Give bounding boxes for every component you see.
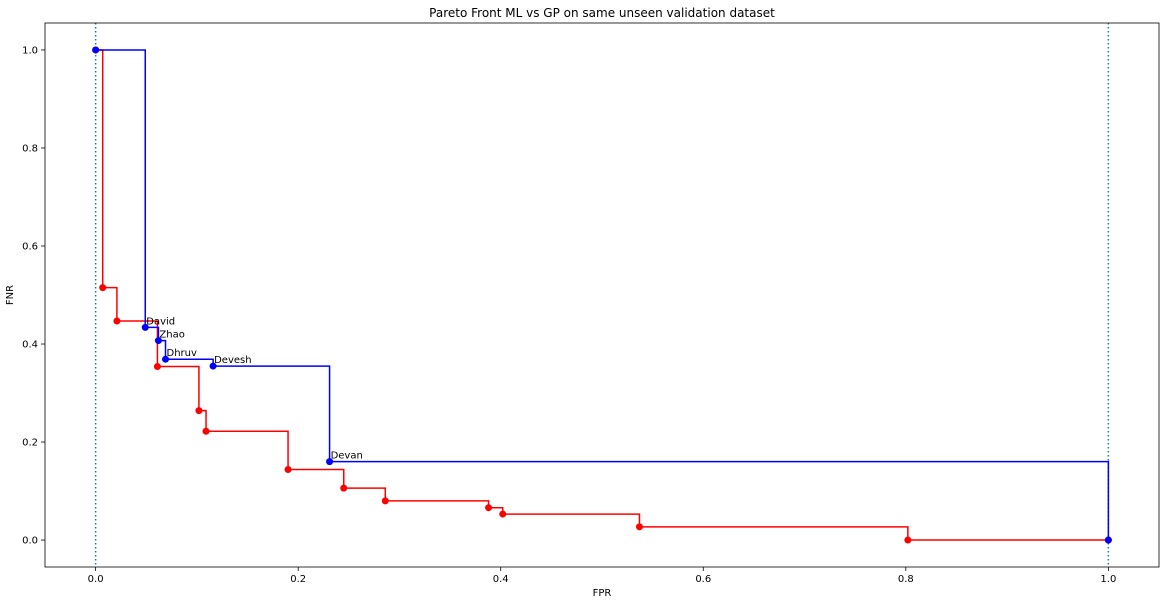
ml-point bbox=[92, 46, 100, 54]
ml-point bbox=[1104, 536, 1112, 544]
gp-point bbox=[485, 504, 493, 512]
ml-step-line bbox=[95, 49, 1110, 541]
x-tick-label: 0.8 bbox=[898, 574, 914, 585]
y-tick-label: 0.8 bbox=[22, 143, 38, 154]
y-tick-label: 0.2 bbox=[22, 438, 38, 449]
x-tick-label: 1.0 bbox=[1100, 574, 1116, 585]
gp-point bbox=[99, 284, 107, 292]
gp-point bbox=[202, 427, 210, 435]
x-tick-label: 0.2 bbox=[290, 574, 306, 585]
gp-point bbox=[499, 510, 507, 518]
x-tick-label: 0.4 bbox=[493, 574, 509, 585]
x-tick-label: 0.0 bbox=[88, 574, 104, 585]
x-tick-label: 0.6 bbox=[695, 574, 711, 585]
y-tick-label: 0.4 bbox=[22, 340, 38, 351]
gp-point bbox=[635, 523, 643, 531]
chart-title: Pareto Front ML vs GP on same unseen val… bbox=[429, 6, 775, 20]
ml-point bbox=[162, 355, 170, 363]
point-label: Dhruv bbox=[167, 348, 197, 359]
axis-ticks: 0.0 0.0 0.2 0.2 0.4 0.4 0.6 0.6 0.8 0.8 1.0 1.0 bbox=[22, 45, 1116, 585]
gp-point bbox=[113, 317, 121, 325]
gp-step-line bbox=[95, 49, 1109, 541]
point-label: Devan bbox=[331, 451, 363, 462]
y-tick-label: 0.0 bbox=[22, 536, 38, 547]
ml-point bbox=[326, 458, 334, 466]
ml-point bbox=[154, 337, 162, 345]
gp-point bbox=[195, 407, 203, 415]
y-tick-label: 1.0 bbox=[22, 45, 38, 56]
gp-point bbox=[381, 497, 389, 505]
gp-point bbox=[340, 484, 348, 492]
y-tick-label: 0.6 bbox=[22, 241, 38, 252]
point-label: Zhao bbox=[159, 330, 184, 341]
gp-point bbox=[153, 363, 161, 371]
gp-point bbox=[904, 536, 912, 544]
plot-area: David Zhao Dhruv Devesh Devan bbox=[92, 23, 1112, 567]
point-label: Devesh bbox=[214, 355, 251, 366]
y-axis-label: FNR bbox=[5, 285, 16, 305]
gp-point bbox=[284, 465, 292, 473]
x-axis-label: FPR bbox=[593, 588, 612, 599]
ml-point bbox=[209, 362, 217, 370]
plot-frame bbox=[44, 22, 1160, 568]
point-label: David bbox=[146, 316, 175, 327]
ml-point bbox=[141, 323, 149, 331]
